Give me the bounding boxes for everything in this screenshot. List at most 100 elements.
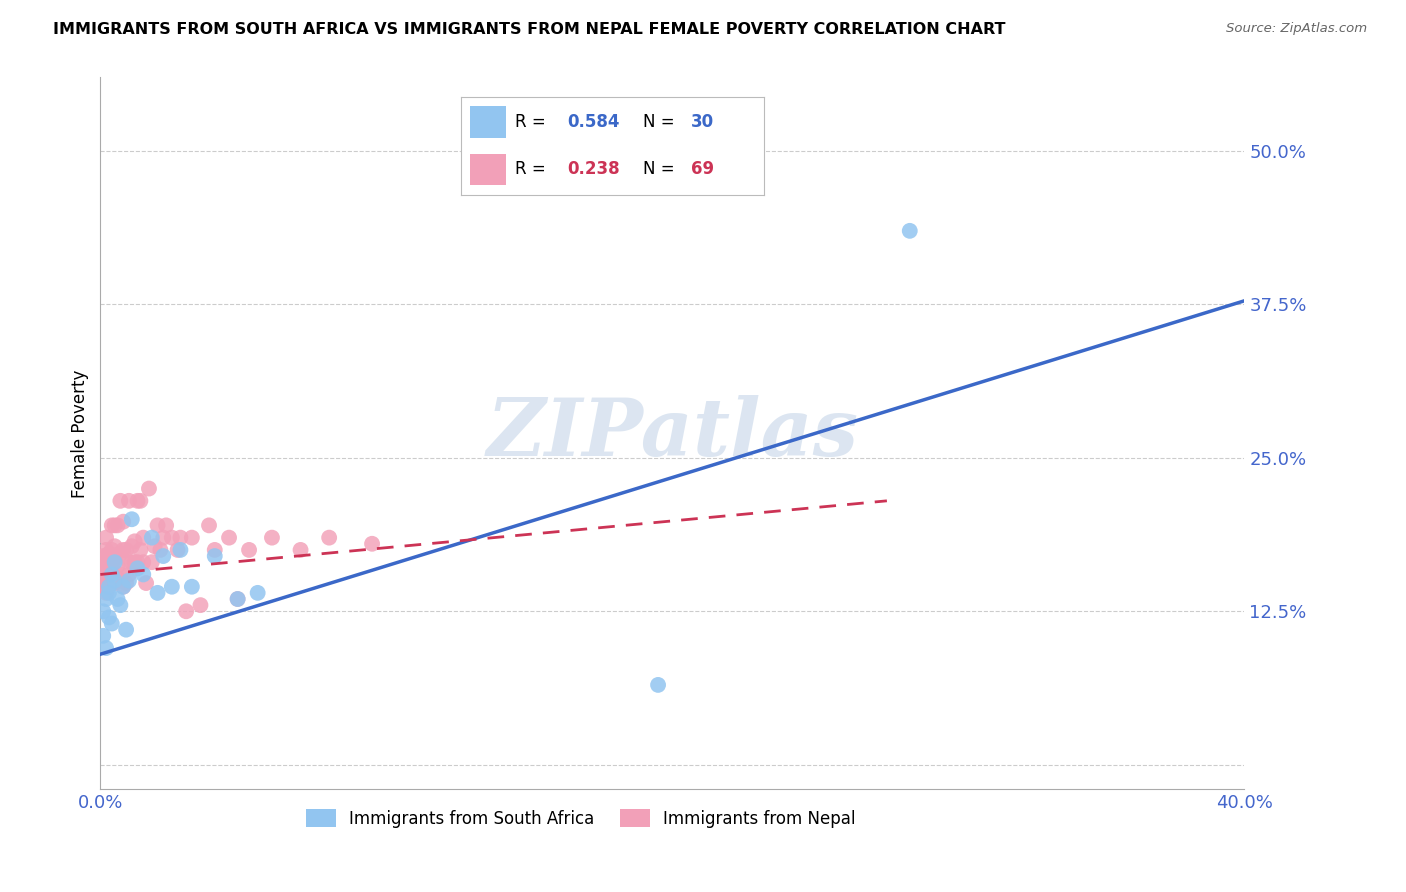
- Point: [115, 623, 138, 637]
- Point: [115, 542, 138, 557]
- Point: [101, 518, 124, 533]
- Point: [91, 580, 114, 594]
- Point: [97, 586, 120, 600]
- Point: [107, 592, 129, 607]
- Point: [97, 567, 120, 582]
- Point: [318, 531, 340, 545]
- Point: [132, 531, 155, 545]
- Point: [260, 531, 283, 545]
- Point: [104, 518, 127, 533]
- Point: [112, 515, 135, 529]
- Point: [97, 580, 120, 594]
- Point: [898, 224, 921, 238]
- Point: [226, 592, 249, 607]
- Point: [132, 567, 155, 582]
- Point: [143, 539, 166, 553]
- Point: [238, 542, 260, 557]
- Point: [174, 604, 197, 618]
- Point: [104, 555, 127, 569]
- Point: [118, 555, 141, 569]
- Legend: Immigrants from South Africa, Immigrants from Nepal: Immigrants from South Africa, Immigrants…: [299, 803, 862, 834]
- Point: [97, 555, 120, 569]
- Point: [104, 574, 127, 588]
- Point: [112, 542, 135, 557]
- Point: [91, 549, 114, 563]
- Point: [97, 576, 120, 591]
- Point: [91, 604, 114, 618]
- Point: [169, 531, 191, 545]
- Point: [180, 580, 202, 594]
- Point: [94, 564, 117, 578]
- Point: [152, 549, 174, 563]
- Point: [91, 561, 114, 575]
- Point: [94, 641, 117, 656]
- Point: [104, 539, 127, 553]
- Point: [129, 542, 152, 557]
- Point: [160, 580, 183, 594]
- Point: [149, 542, 172, 557]
- Point: [146, 518, 169, 533]
- Text: ZIPatlas: ZIPatlas: [486, 394, 859, 472]
- Point: [101, 567, 124, 582]
- Point: [127, 561, 149, 575]
- Point: [110, 567, 132, 582]
- Point: [129, 493, 152, 508]
- Point: [94, 586, 117, 600]
- Point: [118, 574, 141, 588]
- Y-axis label: Female Poverty: Female Poverty: [72, 369, 89, 498]
- Point: [110, 598, 132, 612]
- Point: [204, 549, 226, 563]
- Point: [97, 547, 120, 561]
- Point: [127, 493, 149, 508]
- Point: [94, 531, 117, 545]
- Point: [107, 558, 129, 573]
- Point: [135, 576, 157, 591]
- Point: [121, 555, 143, 569]
- Text: IMMIGRANTS FROM SOUTH AFRICA VS IMMIGRANTS FROM NEPAL FEMALE POVERTY CORRELATION: IMMIGRANTS FROM SOUTH AFRICA VS IMMIGRAN…: [53, 22, 1005, 37]
- Point: [160, 531, 183, 545]
- Point: [94, 592, 117, 607]
- Point: [361, 537, 384, 551]
- Point: [290, 542, 312, 557]
- Point: [101, 542, 124, 557]
- Point: [121, 539, 143, 553]
- Point: [152, 531, 174, 545]
- Point: [112, 580, 135, 594]
- Point: [246, 586, 269, 600]
- Point: [112, 580, 135, 594]
- Point: [110, 493, 132, 508]
- Point: [115, 576, 138, 591]
- Point: [124, 555, 146, 569]
- Point: [107, 518, 129, 533]
- Point: [118, 567, 141, 582]
- Point: [118, 493, 141, 508]
- Point: [94, 542, 117, 557]
- Point: [155, 518, 177, 533]
- Point: [226, 592, 249, 607]
- Point: [104, 576, 127, 591]
- Point: [218, 531, 240, 545]
- Point: [138, 482, 160, 496]
- Point: [141, 531, 163, 545]
- Point: [132, 555, 155, 569]
- Point: [190, 598, 212, 612]
- Point: [91, 555, 114, 569]
- Text: Source: ZipAtlas.com: Source: ZipAtlas.com: [1226, 22, 1367, 36]
- Point: [101, 616, 124, 631]
- Point: [110, 547, 132, 561]
- Point: [141, 555, 163, 569]
- Point: [198, 518, 221, 533]
- Point: [91, 574, 114, 588]
- Point: [124, 534, 146, 549]
- Point: [97, 610, 120, 624]
- Point: [146, 586, 169, 600]
- Point: [180, 531, 202, 545]
- Point: [91, 629, 114, 643]
- Point: [91, 567, 114, 582]
- Point: [204, 542, 226, 557]
- Point: [127, 555, 149, 569]
- Point: [166, 542, 188, 557]
- Point: [647, 678, 669, 692]
- Point: [94, 551, 117, 566]
- Point: [107, 571, 129, 585]
